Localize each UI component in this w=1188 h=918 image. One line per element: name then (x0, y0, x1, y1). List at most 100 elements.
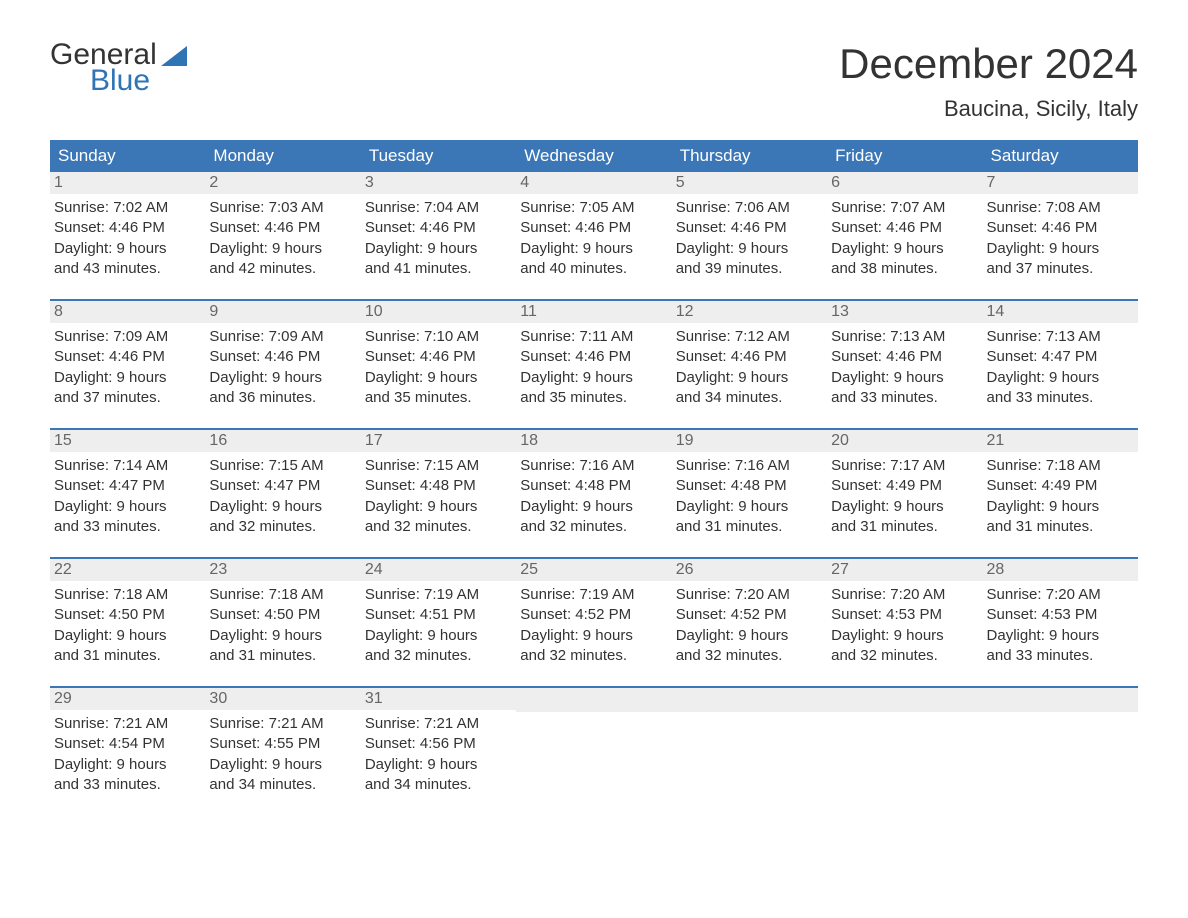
day-day2: and 34 minutes. (676, 388, 819, 408)
day-sunrise: Sunrise: 7:20 AM (676, 585, 819, 605)
day-number: 25 (516, 559, 671, 581)
day-number (672, 688, 827, 712)
day-sunset: Sunset: 4:47 PM (987, 347, 1130, 367)
day-sunrise: Sunrise: 7:15 AM (365, 456, 508, 476)
day-day1: Daylight: 9 hours (365, 368, 508, 388)
day-sunrise: Sunrise: 7:06 AM (676, 198, 819, 218)
day-day2: and 39 minutes. (676, 259, 819, 279)
calendar-day (516, 688, 671, 799)
day-number: 9 (205, 301, 360, 323)
day-sunrise: Sunrise: 7:14 AM (54, 456, 197, 476)
day-sunset: Sunset: 4:46 PM (987, 218, 1130, 238)
brand-word-2: Blue (90, 66, 187, 96)
day-content: Sunrise: 7:20 AMSunset: 4:53 PMDaylight:… (827, 581, 982, 670)
calendar-day: 31Sunrise: 7:21 AMSunset: 4:56 PMDayligh… (361, 688, 516, 799)
day-sunrise: Sunrise: 7:02 AM (54, 198, 197, 218)
day-day2: and 31 minutes. (831, 517, 974, 537)
calendar-day: 22Sunrise: 7:18 AMSunset: 4:50 PMDayligh… (50, 559, 205, 670)
calendar-day: 9Sunrise: 7:09 AMSunset: 4:46 PMDaylight… (205, 301, 360, 412)
day-sunset: Sunset: 4:46 PM (209, 347, 352, 367)
day-content: Sunrise: 7:05 AMSunset: 4:46 PMDaylight:… (516, 194, 671, 283)
day-sunrise: Sunrise: 7:19 AM (520, 585, 663, 605)
day-content: Sunrise: 7:14 AMSunset: 4:47 PMDaylight:… (50, 452, 205, 541)
day-sunrise: Sunrise: 7:03 AM (209, 198, 352, 218)
day-day2: and 36 minutes. (209, 388, 352, 408)
day-number: 10 (361, 301, 516, 323)
day-day1: Daylight: 9 hours (676, 497, 819, 517)
day-sunset: Sunset: 4:46 PM (365, 218, 508, 238)
day-content: Sunrise: 7:18 AMSunset: 4:50 PMDaylight:… (50, 581, 205, 670)
day-content: Sunrise: 7:15 AMSunset: 4:48 PMDaylight:… (361, 452, 516, 541)
day-day1: Daylight: 9 hours (676, 239, 819, 259)
day-day1: Daylight: 9 hours (831, 239, 974, 259)
day-sunset: Sunset: 4:53 PM (831, 605, 974, 625)
day-content: Sunrise: 7:21 AMSunset: 4:54 PMDaylight:… (50, 710, 205, 799)
day-day1: Daylight: 9 hours (520, 626, 663, 646)
day-sunset: Sunset: 4:46 PM (520, 347, 663, 367)
day-sunset: Sunset: 4:47 PM (54, 476, 197, 496)
calendar-day: 8Sunrise: 7:09 AMSunset: 4:46 PMDaylight… (50, 301, 205, 412)
day-day1: Daylight: 9 hours (54, 239, 197, 259)
calendar-day: 29Sunrise: 7:21 AMSunset: 4:54 PMDayligh… (50, 688, 205, 799)
day-day1: Daylight: 9 hours (365, 239, 508, 259)
day-content: Sunrise: 7:18 AMSunset: 4:49 PMDaylight:… (983, 452, 1138, 541)
day-day2: and 33 minutes. (987, 646, 1130, 666)
calendar-week: 1Sunrise: 7:02 AMSunset: 4:46 PMDaylight… (50, 172, 1138, 283)
calendar-week: 22Sunrise: 7:18 AMSunset: 4:50 PMDayligh… (50, 557, 1138, 670)
calendar-day: 25Sunrise: 7:19 AMSunset: 4:52 PMDayligh… (516, 559, 671, 670)
day-sunrise: Sunrise: 7:16 AM (520, 456, 663, 476)
weekday-header-row: Sunday Monday Tuesday Wednesday Thursday… (50, 140, 1138, 172)
calendar-week: 8Sunrise: 7:09 AMSunset: 4:46 PMDaylight… (50, 299, 1138, 412)
day-day2: and 41 minutes. (365, 259, 508, 279)
day-sunset: Sunset: 4:46 PM (676, 218, 819, 238)
calendar-day: 14Sunrise: 7:13 AMSunset: 4:47 PMDayligh… (983, 301, 1138, 412)
day-number: 21 (983, 430, 1138, 452)
day-sunrise: Sunrise: 7:20 AM (831, 585, 974, 605)
day-sunrise: Sunrise: 7:05 AM (520, 198, 663, 218)
calendar-day: 28Sunrise: 7:20 AMSunset: 4:53 PMDayligh… (983, 559, 1138, 670)
day-number: 31 (361, 688, 516, 710)
day-content: Sunrise: 7:15 AMSunset: 4:47 PMDaylight:… (205, 452, 360, 541)
day-sunset: Sunset: 4:46 PM (54, 347, 197, 367)
brand-logo: General Blue (50, 40, 187, 96)
calendar-day: 3Sunrise: 7:04 AMSunset: 4:46 PMDaylight… (361, 172, 516, 283)
day-sunrise: Sunrise: 7:13 AM (831, 327, 974, 347)
calendar-day: 19Sunrise: 7:16 AMSunset: 4:48 PMDayligh… (672, 430, 827, 541)
day-number: 12 (672, 301, 827, 323)
day-sunset: Sunset: 4:46 PM (831, 347, 974, 367)
day-sunrise: Sunrise: 7:18 AM (209, 585, 352, 605)
day-day1: Daylight: 9 hours (54, 497, 197, 517)
day-sunset: Sunset: 4:55 PM (209, 734, 352, 754)
day-number: 26 (672, 559, 827, 581)
day-sunset: Sunset: 4:49 PM (987, 476, 1130, 496)
weeks-container: 1Sunrise: 7:02 AMSunset: 4:46 PMDaylight… (50, 172, 1138, 799)
day-number: 28 (983, 559, 1138, 581)
day-day1: Daylight: 9 hours (676, 626, 819, 646)
calendar-day (827, 688, 982, 799)
day-sunrise: Sunrise: 7:04 AM (365, 198, 508, 218)
calendar-day (672, 688, 827, 799)
day-number: 6 (827, 172, 982, 194)
calendar-day: 16Sunrise: 7:15 AMSunset: 4:47 PMDayligh… (205, 430, 360, 541)
day-sunset: Sunset: 4:48 PM (520, 476, 663, 496)
day-content: Sunrise: 7:07 AMSunset: 4:46 PMDaylight:… (827, 194, 982, 283)
day-day1: Daylight: 9 hours (831, 368, 974, 388)
day-content: Sunrise: 7:12 AMSunset: 4:46 PMDaylight:… (672, 323, 827, 412)
day-day2: and 32 minutes. (365, 517, 508, 537)
day-content: Sunrise: 7:02 AMSunset: 4:46 PMDaylight:… (50, 194, 205, 283)
day-sunrise: Sunrise: 7:07 AM (831, 198, 974, 218)
day-day2: and 32 minutes. (209, 517, 352, 537)
calendar-day (983, 688, 1138, 799)
day-day2: and 32 minutes. (831, 646, 974, 666)
day-sunset: Sunset: 4:48 PM (676, 476, 819, 496)
day-day1: Daylight: 9 hours (676, 368, 819, 388)
day-day1: Daylight: 9 hours (209, 626, 352, 646)
day-day2: and 34 minutes. (365, 775, 508, 795)
day-day2: and 37 minutes. (987, 259, 1130, 279)
day-day2: and 37 minutes. (54, 388, 197, 408)
day-sunset: Sunset: 4:46 PM (520, 218, 663, 238)
day-sunrise: Sunrise: 7:13 AM (987, 327, 1130, 347)
day-day1: Daylight: 9 hours (209, 755, 352, 775)
day-sunrise: Sunrise: 7:21 AM (54, 714, 197, 734)
calendar-day: 7Sunrise: 7:08 AMSunset: 4:46 PMDaylight… (983, 172, 1138, 283)
